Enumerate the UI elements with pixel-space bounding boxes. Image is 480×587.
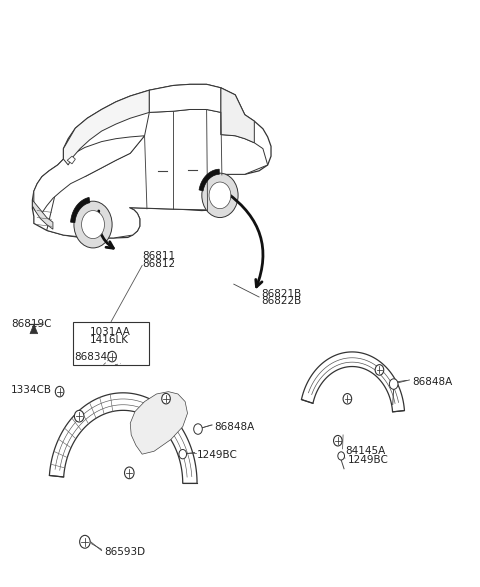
Polygon shape [301,352,405,412]
Circle shape [179,450,187,459]
Circle shape [209,182,231,208]
Polygon shape [221,88,254,143]
Polygon shape [34,136,144,213]
Text: 1416LK: 1416LK [90,335,129,345]
Polygon shape [149,85,221,112]
Text: 86848A: 86848A [214,421,254,431]
Polygon shape [67,156,75,164]
Text: 1031AA: 1031AA [90,327,131,337]
Circle shape [389,379,398,389]
Circle shape [124,467,134,478]
Text: 86812: 86812 [142,259,175,269]
Circle shape [80,535,90,548]
Circle shape [74,201,112,248]
Circle shape [202,173,238,218]
Polygon shape [47,109,268,238]
Polygon shape [199,169,219,191]
Polygon shape [49,393,197,483]
Text: 86811: 86811 [142,251,175,261]
Text: 1249BC: 1249BC [348,455,388,465]
Polygon shape [63,90,149,165]
Text: 84145A: 84145A [345,446,385,456]
Circle shape [55,386,64,397]
Polygon shape [130,392,188,454]
Circle shape [338,452,345,460]
Circle shape [194,424,202,434]
Text: 86821B: 86821B [262,289,302,299]
Text: 86819C: 86819C [11,319,51,329]
Bar [73,322,149,365]
Text: 86848A: 86848A [412,377,452,387]
Circle shape [162,393,170,404]
Polygon shape [71,197,90,222]
Circle shape [108,352,116,362]
Circle shape [74,410,84,422]
Text: 86822B: 86822B [262,296,302,306]
Text: 1249BC: 1249BC [197,450,238,460]
Circle shape [82,211,105,238]
Circle shape [375,365,384,375]
Polygon shape [33,200,53,230]
Text: 86834E: 86834E [74,352,114,362]
Text: 86593D: 86593D [104,546,145,556]
Text: 1334CB: 1334CB [11,385,52,395]
Circle shape [334,436,342,446]
Polygon shape [30,324,38,333]
Circle shape [343,393,352,404]
Polygon shape [33,85,271,238]
